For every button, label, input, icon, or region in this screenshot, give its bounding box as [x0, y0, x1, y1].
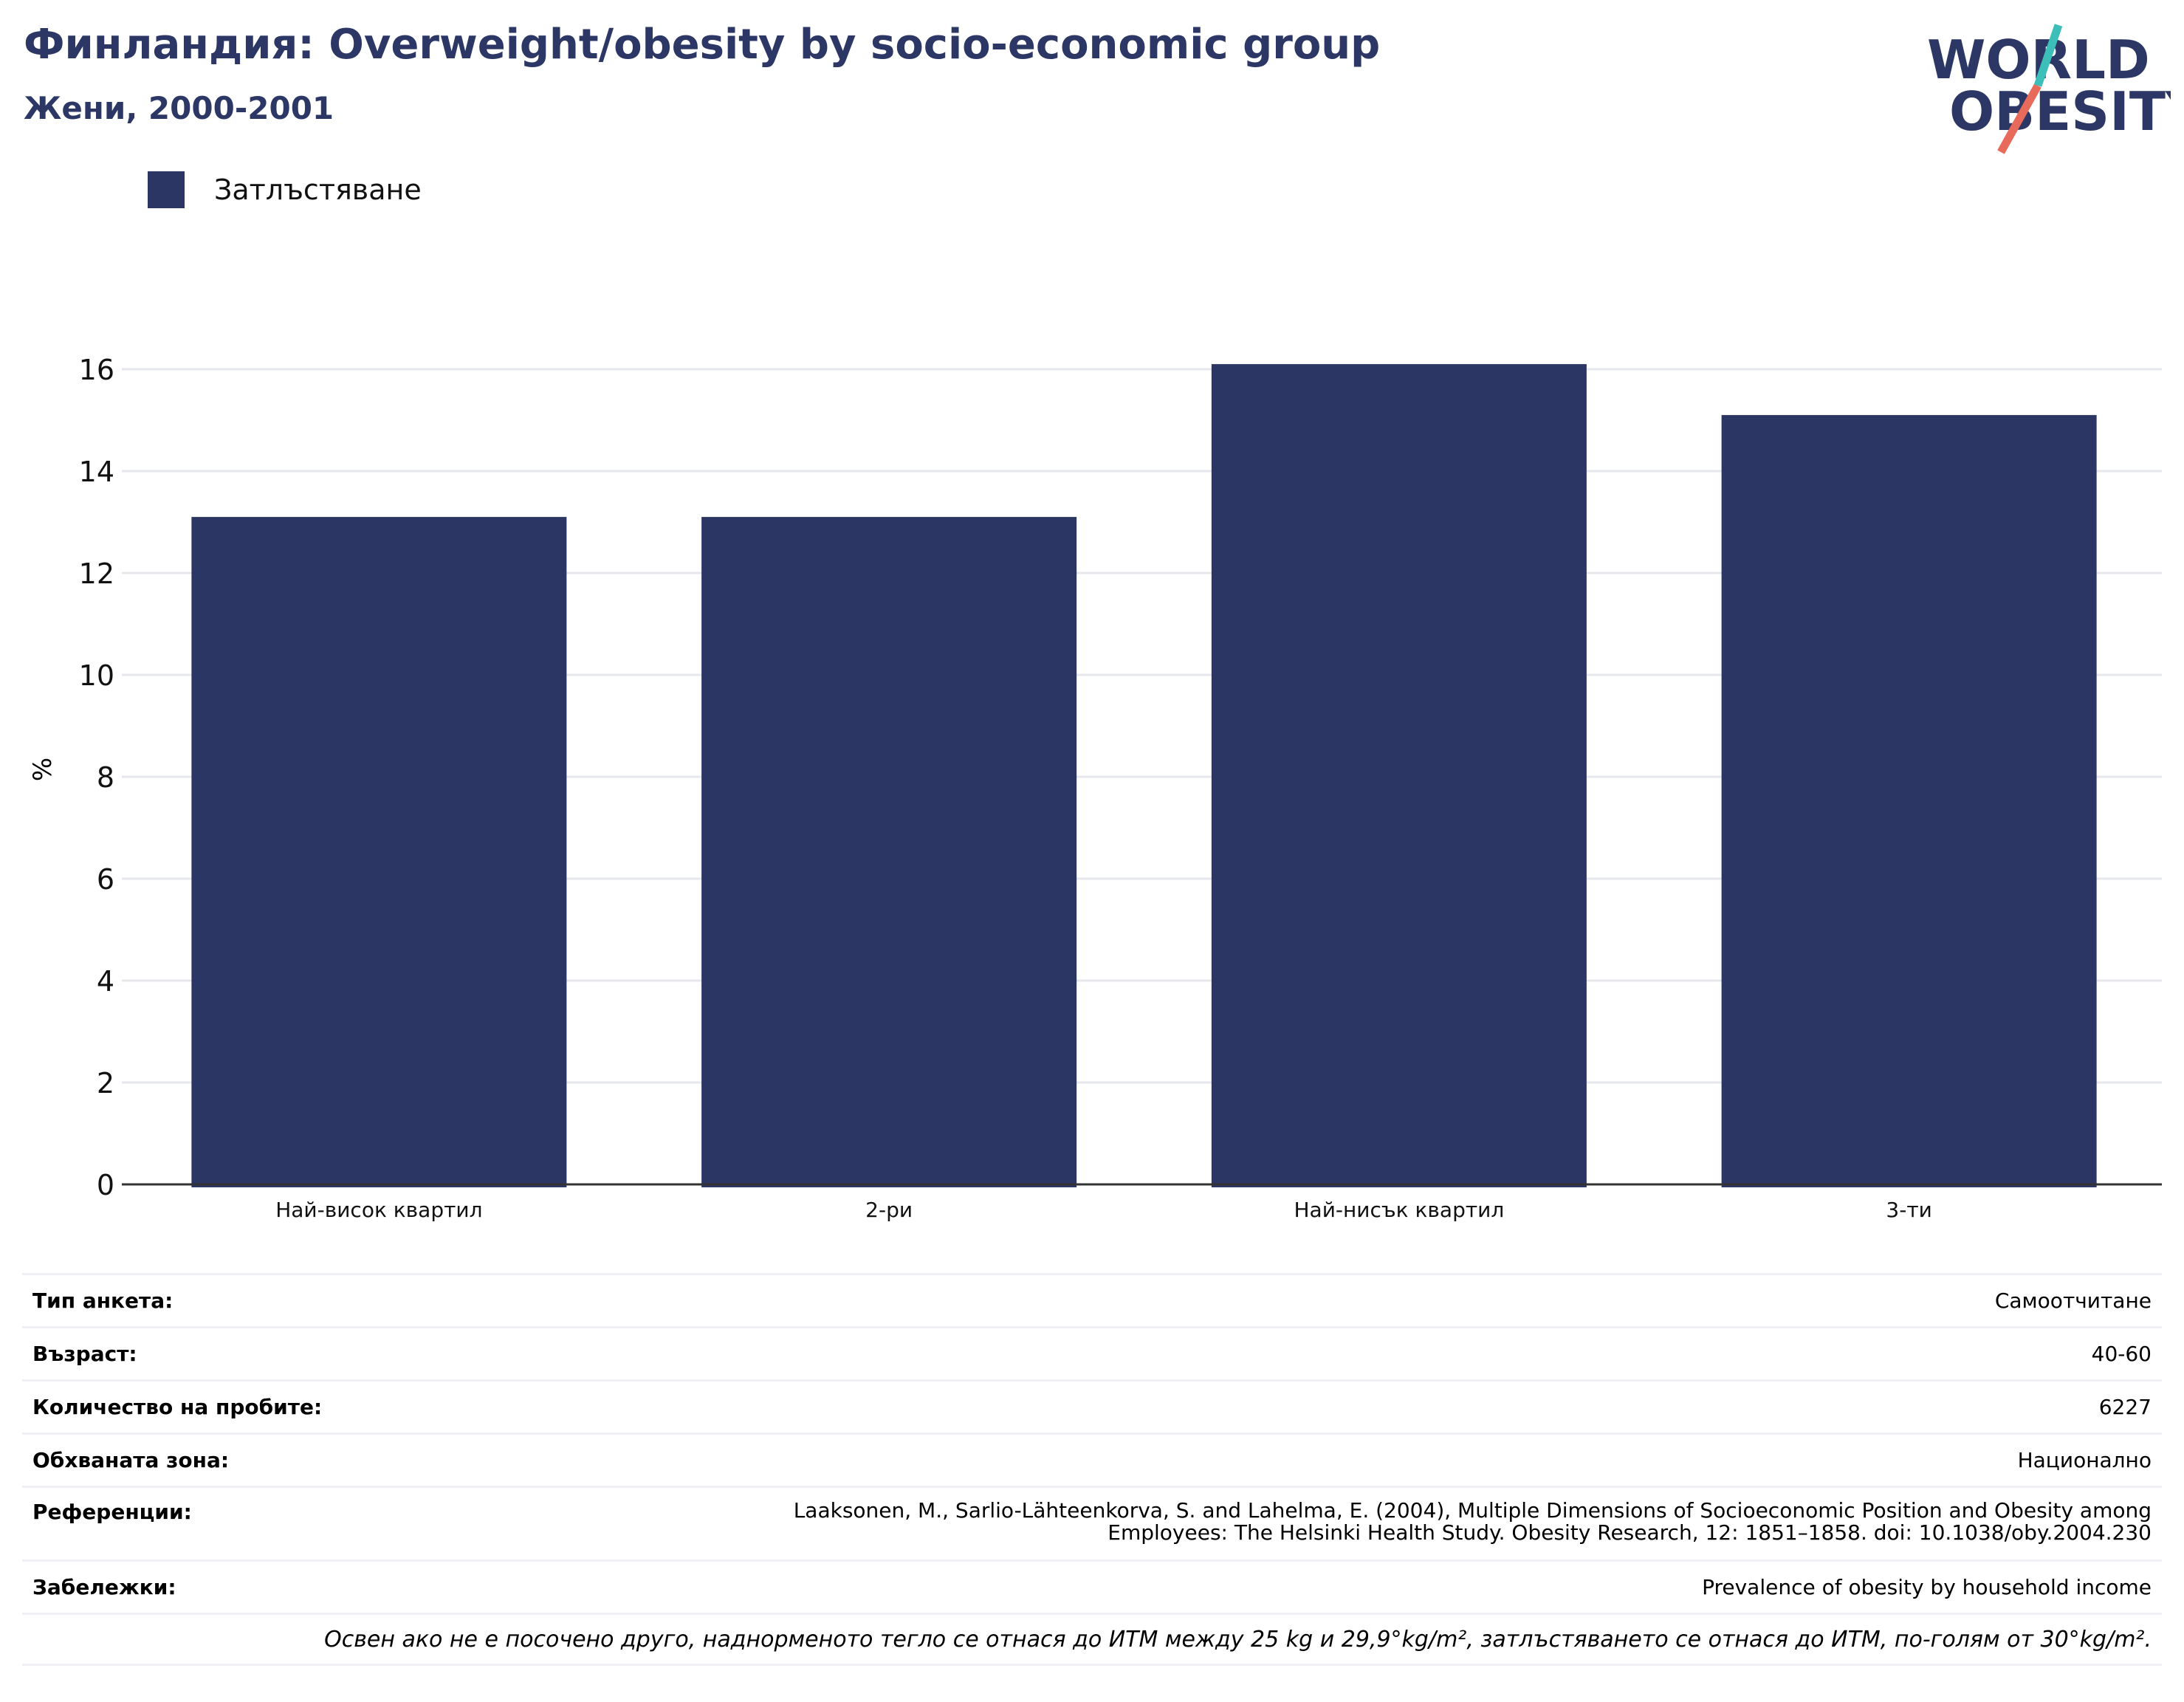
y-tick-label: 0	[97, 1169, 114, 1201]
x-tick-label: 3-ти	[1886, 1198, 1931, 1222]
x-tick-label: Най-висок квартил	[275, 1198, 482, 1222]
info-key: Обхваната зона:	[32, 1448, 230, 1472]
y-tick-label: 10	[79, 659, 114, 692]
x-tick-label: Най-нисък квартил	[1294, 1198, 1504, 1222]
info-row-age: Възраст: 40-60	[22, 1326, 2162, 1379]
bar-chart: 0 2 4 6 8 10 12 14 16 Най-висок квартил 2-ри Най-ни…	[79, 354, 2162, 1222]
info-value: Laaksonen, M., Sarlio-Lähteenkorva, S. a…	[793, 1498, 2152, 1545]
y-tick-label: 4	[97, 965, 114, 998]
info-value: Prevalence of obesity by household incom…	[1702, 1575, 2152, 1599]
page-subtitle: Жени, 2000-2001	[24, 90, 334, 126]
info-key: Забележки:	[32, 1575, 176, 1599]
y-tick-label: 14	[79, 456, 114, 488]
y-axis-label: %	[28, 757, 58, 782]
info-row-survey-type: Тип анкета: Самоотчитане	[22, 1273, 2162, 1326]
info-key: Възраст:	[32, 1342, 137, 1366]
info-key: Референции:	[32, 1500, 192, 1524]
info-value: 6227	[2098, 1395, 2152, 1419]
bar	[1211, 364, 1587, 1188]
legend-swatch-obesity	[148, 171, 185, 208]
info-row-notes: Забележки: Prevalence of obesity by hous…	[22, 1559, 2162, 1613]
legend-label-obesity: Затлъстяване	[214, 174, 422, 206]
page-title: Финландия: Overweight/obesity by socio-e…	[24, 21, 1381, 69]
info-row-area-covered: Обхваната зона: Национално	[22, 1432, 2162, 1486]
bar	[191, 517, 567, 1187]
y-tick-label: 8	[97, 761, 114, 794]
survey-info-table: Тип анкета: Самоотчитане Възраст: 40-60 …	[22, 1273, 2162, 1666]
footnote: Освен ако не е посочено друго, наднормен…	[324, 1626, 2152, 1653]
svg-text:OBESITY: OBESITY	[1949, 80, 2171, 143]
info-row-sample-size: Количество на пробите: 6227	[22, 1379, 2162, 1432]
info-key: Количество на пробите:	[32, 1395, 323, 1419]
y-tick-label: 6	[97, 863, 114, 896]
info-value: Самоотчитане	[1994, 1288, 2152, 1313]
chart-legend: Затлъстяване	[148, 171, 422, 208]
info-key: Тип анкета:	[32, 1288, 174, 1313]
info-row-footnote: Освен ако не е посочено друго, наднормен…	[22, 1613, 2162, 1666]
info-row-references: Референции: Laaksonen, M., Sarlio-Lähtee…	[22, 1486, 2162, 1559]
world-obesity-logo: WORLD OBESITY	[1927, 24, 2171, 154]
bar	[1721, 415, 2097, 1187]
bar	[701, 517, 1077, 1187]
y-tick-label: 12	[79, 557, 114, 590]
info-value: Национално	[2017, 1448, 2152, 1472]
x-tick-label: 2-ри	[865, 1198, 913, 1222]
info-value: 40-60	[2091, 1342, 2152, 1366]
y-tick-label: 16	[79, 354, 114, 386]
y-tick-label: 2	[97, 1067, 114, 1099]
